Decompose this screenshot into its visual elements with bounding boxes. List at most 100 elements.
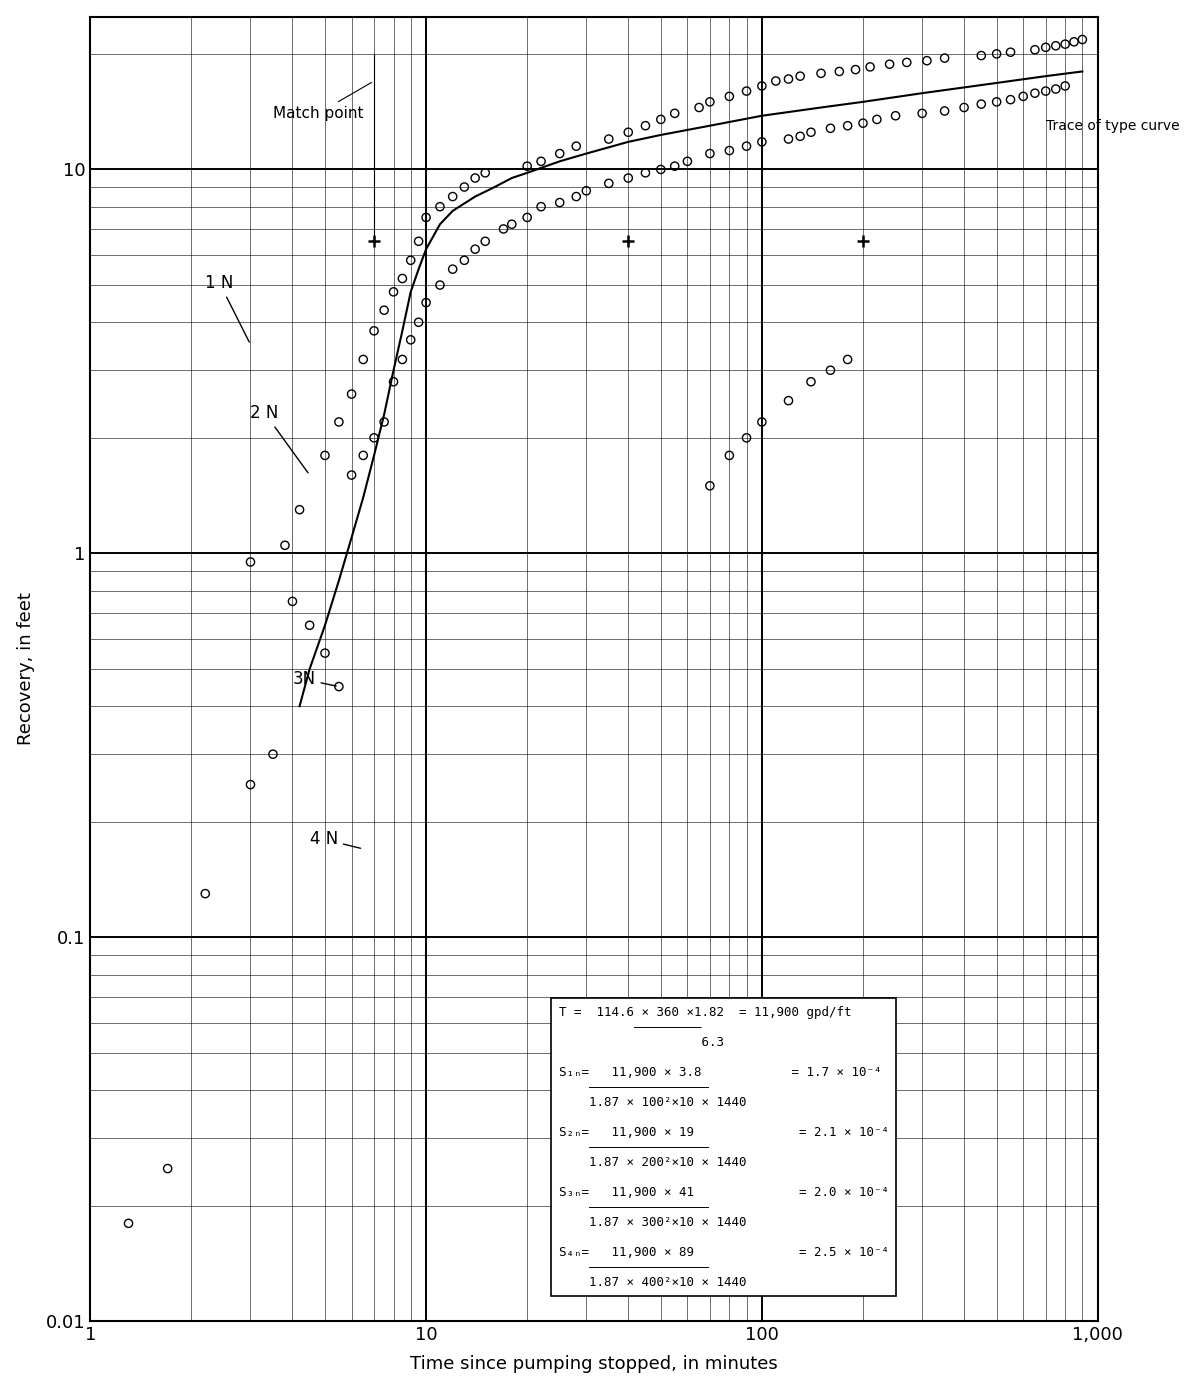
Point [779, 128, 798, 150]
Point [1036, 81, 1055, 103]
Point [241, 550, 260, 573]
Point [1025, 82, 1044, 104]
Point [290, 499, 310, 521]
Point [566, 135, 586, 157]
Point [1056, 75, 1075, 97]
Point [365, 320, 384, 342]
Point [466, 238, 485, 260]
Text: 2 N: 2 N [251, 404, 308, 473]
Point [517, 156, 536, 178]
Point [503, 213, 522, 235]
Point [935, 100, 954, 122]
Text: 4 N: 4 N [310, 830, 360, 848]
Point [443, 185, 462, 207]
Point [401, 328, 420, 350]
Point [652, 158, 671, 181]
Point [158, 1158, 178, 1180]
Point [1001, 89, 1020, 111]
Point [283, 591, 302, 613]
Point [665, 156, 684, 178]
Point [972, 93, 991, 115]
Point [701, 142, 720, 164]
Point [599, 128, 618, 150]
Point [466, 167, 485, 189]
Point [1001, 42, 1020, 64]
Point [636, 161, 655, 183]
Point [455, 177, 474, 199]
Point [829, 60, 848, 82]
Point [972, 44, 991, 67]
Point [988, 90, 1007, 113]
Point [431, 274, 450, 296]
Point [263, 744, 282, 766]
Point [619, 167, 638, 189]
Point [853, 231, 872, 253]
Point [767, 70, 786, 92]
Point [365, 427, 384, 449]
Point [1064, 31, 1084, 53]
Point [636, 114, 655, 136]
Point [720, 445, 739, 467]
Point [752, 75, 772, 97]
Point [443, 259, 462, 281]
Point [532, 150, 551, 172]
Point [316, 445, 335, 467]
Point [300, 614, 319, 637]
Point [678, 150, 697, 172]
Point [652, 108, 671, 131]
Point [329, 411, 348, 434]
Point [1046, 35, 1066, 57]
Point [275, 534, 294, 556]
Point [374, 411, 394, 434]
Point [409, 231, 428, 253]
Point [475, 161, 494, 183]
Point [532, 196, 551, 218]
X-axis label: Time since pumping stopped, in minutes: Time since pumping stopped, in minutes [410, 1355, 778, 1373]
Point [791, 125, 810, 147]
Point [329, 676, 348, 698]
Point [737, 427, 756, 449]
Point [690, 96, 709, 118]
Point [1014, 85, 1033, 107]
Point [802, 371, 821, 393]
Point [365, 231, 384, 253]
Point [384, 281, 403, 303]
Point [737, 81, 756, 103]
Point [1046, 78, 1066, 100]
Text: 3N: 3N [293, 670, 336, 688]
Point [1073, 28, 1092, 50]
Point [811, 63, 830, 85]
Point [720, 85, 739, 107]
Point [821, 117, 840, 139]
Point [392, 267, 412, 289]
Y-axis label: Recovery, in feet: Recovery, in feet [17, 592, 35, 745]
Point [619, 231, 638, 253]
Point [752, 411, 772, 434]
Point [701, 475, 720, 498]
Point [342, 464, 361, 486]
Point [550, 142, 569, 164]
Point [802, 121, 821, 143]
Point [752, 131, 772, 153]
Point [342, 384, 361, 406]
Point [791, 65, 810, 88]
Point [988, 43, 1007, 65]
Point [898, 51, 917, 74]
Point [550, 192, 569, 214]
Point [880, 53, 899, 75]
Point [720, 139, 739, 161]
Point [416, 292, 436, 314]
Point [354, 445, 373, 467]
Point [701, 90, 720, 113]
Text: T =  114.6 × 360 ×1.82  = 11,900 gpd/ft
          —————————
                   6: T = 114.6 × 360 ×1.82 = 11,900 gpd/ft ——… [559, 1006, 889, 1289]
Point [241, 773, 260, 795]
Point [779, 389, 798, 411]
Point [838, 349, 857, 371]
Point [374, 299, 394, 321]
Point [1025, 39, 1044, 61]
Point [494, 218, 514, 240]
Point [821, 359, 840, 381]
Point [196, 883, 215, 905]
Point [119, 1212, 138, 1234]
Point [868, 108, 887, 131]
